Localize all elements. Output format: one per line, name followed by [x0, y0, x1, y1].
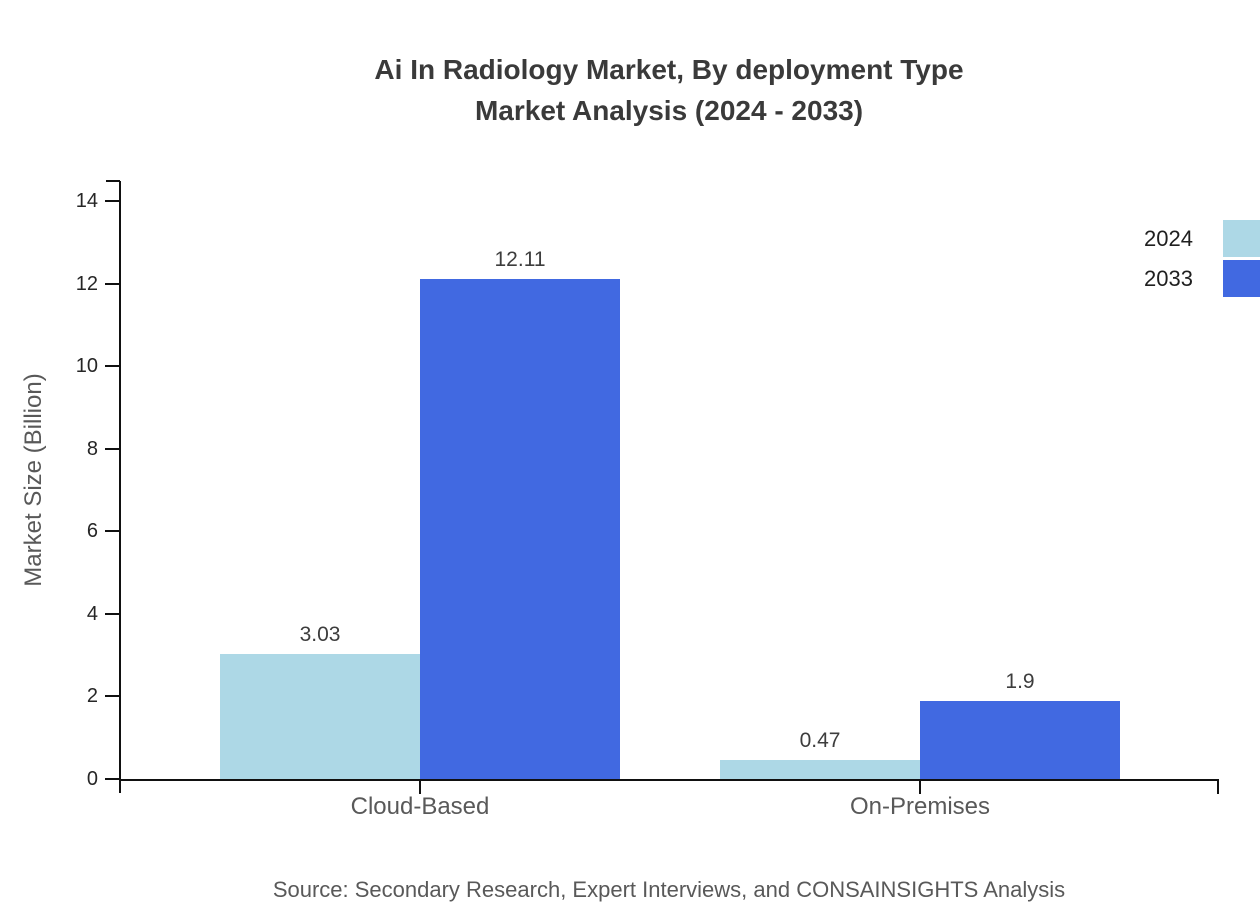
y-tick — [105, 695, 119, 698]
y-tick — [105, 200, 119, 202]
source-note: Source: Secondary Research, Expert Inter… — [272, 877, 1066, 902]
y-tick-label: 8 — [86, 437, 98, 460]
y-axis-end-tick — [106, 180, 120, 182]
bar-value-label: 1.9 — [1005, 669, 1035, 693]
bar-2033-cloud-based — [420, 279, 620, 779]
y-axis-line — [119, 181, 121, 793]
chart-title: Ai In Radiology Market, By deployment Ty… — [119, 49, 1219, 131]
y-tick-label: 6 — [86, 520, 98, 543]
bar-value-label: 12.11 — [494, 248, 546, 272]
bar-2033-on-premises — [920, 700, 1120, 779]
legend-label-2024: 2024 — [1144, 226, 1193, 251]
bar-value-label: 0.47 — [799, 728, 841, 752]
y-tick — [105, 778, 119, 780]
y-tick-label: 2 — [86, 685, 98, 708]
x-tick — [419, 779, 421, 794]
y-tick — [105, 612, 119, 615]
y-tick — [105, 365, 119, 368]
y-tick-label: 10 — [75, 355, 98, 378]
chart-title-line1: Ai In Radiology Market, By deployment Ty… — [374, 54, 964, 85]
legend-swatch-2024 — [1223, 220, 1260, 257]
bar-2024-on-premises — [720, 759, 920, 779]
legend-swatch-2033 — [1223, 260, 1260, 297]
y-tick-label: 0 — [86, 768, 98, 790]
x-category-label-cloud-based: Cloud-Based — [350, 793, 490, 820]
y-tick-label: 12 — [75, 272, 98, 295]
y-tick-label: 4 — [86, 602, 98, 625]
bar-value-label: 3.03 — [299, 622, 341, 646]
chart-title-line2: Market Analysis (2024 - 2033) — [474, 95, 864, 126]
y-tick — [105, 530, 119, 533]
x-axis-line — [119, 779, 1219, 781]
x-category-label-on-premises: On-Premises — [849, 793, 991, 820]
y-tick-label: 14 — [75, 190, 98, 212]
y-tick — [105, 447, 119, 450]
bar-2024-cloud-based — [220, 653, 420, 779]
y-axis-title: Market Size (Billion) — [20, 373, 47, 587]
x-axis-end-tick — [1217, 779, 1219, 794]
legend-label-2033: 2033 — [1144, 266, 1193, 291]
x-tick — [919, 779, 921, 794]
y-tick — [105, 282, 119, 285]
